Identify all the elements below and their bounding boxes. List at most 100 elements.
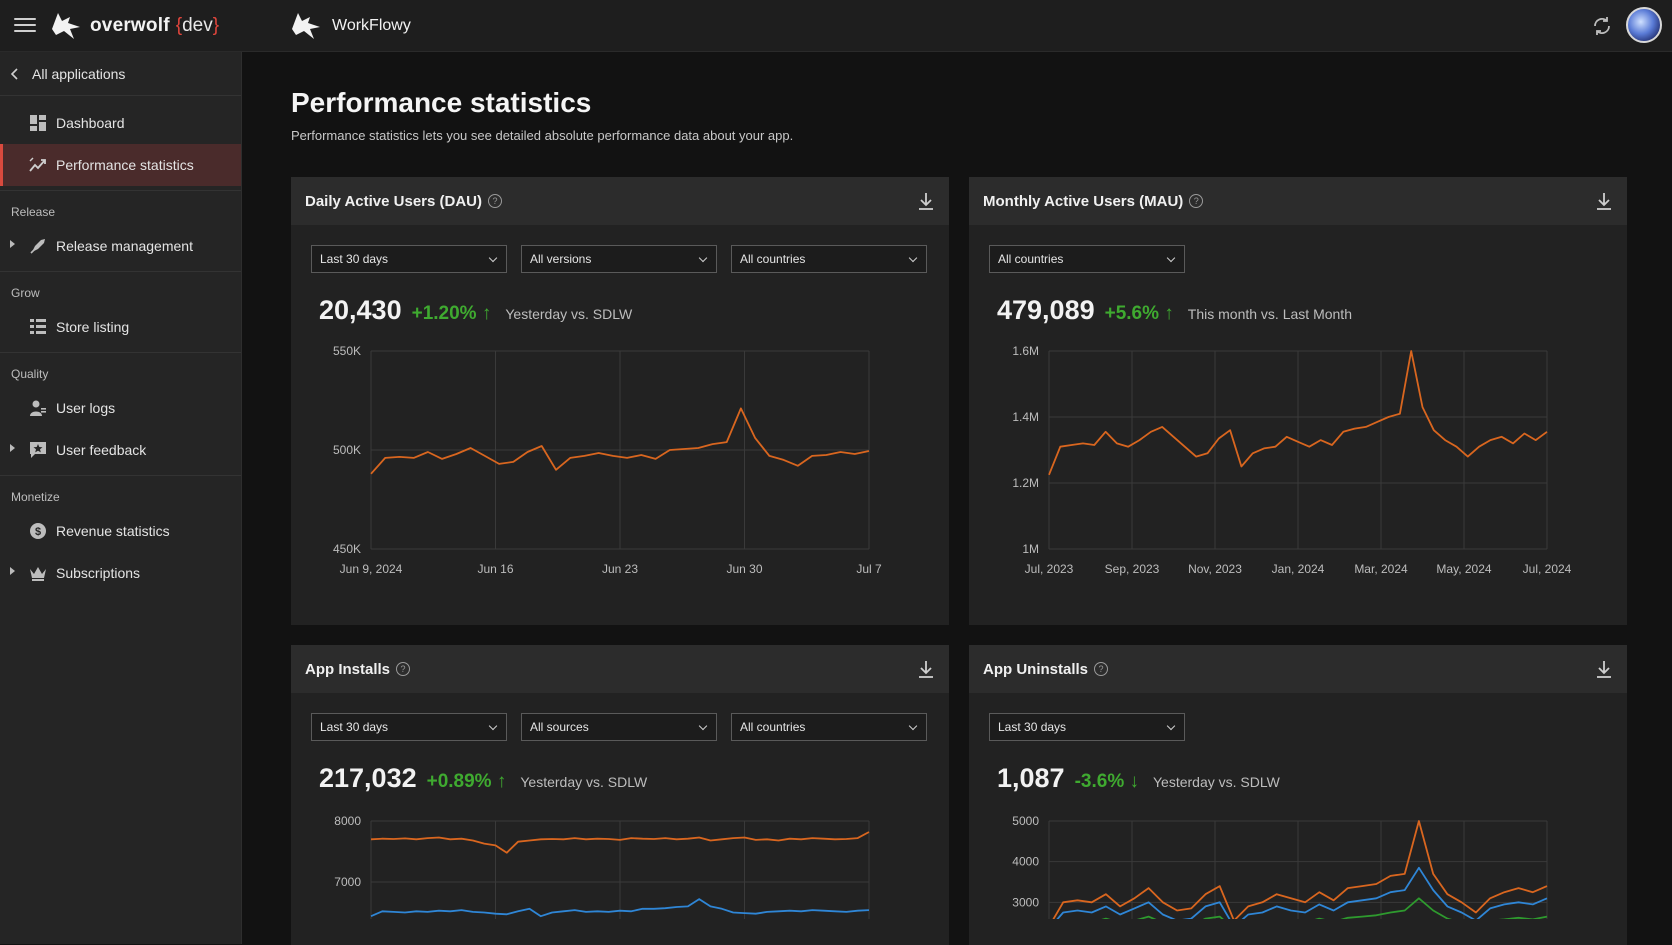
kpi-row: 1,087 -3.6% ↓ Yesterday vs. SDLW <box>969 741 1627 799</box>
dau-chart: 450K 500K 550K Jun 9, 2024 Jun 16 Jun 23 Jun 3… <box>333 344 882 576</box>
y-tick-label: 4000 <box>1012 855 1039 869</box>
menu-icon[interactable] <box>14 14 36 36</box>
y-tick-label: 550K <box>333 344 361 358</box>
top-bar: overwolf {dev} WorkFlowy <box>0 0 1672 52</box>
section-label-monetize: Monetize <box>11 490 60 504</box>
country-select[interactable]: All countries <box>731 245 927 273</box>
kpi-comparison: Yesterday vs. SDLW <box>520 774 648 790</box>
section-label-grow: Grow <box>11 286 40 300</box>
section-label-release: Release <box>11 205 56 219</box>
y-tick-label: 5000 <box>1012 814 1039 828</box>
kpi-delta: +1.20% ↑ <box>411 303 492 324</box>
x-tick-label: Jun 16 <box>477 562 513 576</box>
sidebar-item-subscriptions[interactable]: Subscriptions <box>0 552 241 594</box>
nav-group-monetize: Monetize $ Revenue statistics Subscripti… <box>0 476 241 598</box>
country-select[interactable]: All countries <box>731 713 927 741</box>
kpi-row: 479,089 +5.6% ↑ This month vs. Last Mont… <box>969 273 1627 331</box>
installs-chart: 600070008000 <box>334 814 870 919</box>
kpi-comparison: Yesterday vs. SDLW <box>505 306 633 322</box>
sidebar-item-user-feedback[interactable]: User feedback <box>0 429 241 471</box>
help-icon[interactable]: ? <box>396 662 411 676</box>
help-icon[interactable]: ? <box>1189 194 1204 208</box>
all-applications-link[interactable]: All applications <box>0 52 241 96</box>
sidebar-item-release-management[interactable]: Release management <box>0 225 241 267</box>
source-select[interactable]: All sources <box>521 713 717 741</box>
kpi-comparison: Yesterday vs. SDLW <box>1153 774 1280 790</box>
kpi-value: 217,032 <box>319 763 417 793</box>
kpi-value: 479,089 <box>997 295 1095 325</box>
download-icon[interactable] <box>1595 191 1613 211</box>
card-title: App Uninstalls <box>983 660 1089 678</box>
sidebar-item-store-listing[interactable]: Store listing <box>0 306 241 348</box>
sidebar-item-performance-statistics[interactable]: Performance statistics <box>0 144 241 186</box>
dashboard-icon <box>28 113 48 133</box>
y-tick-label: 1.2M <box>1012 476 1039 490</box>
page-title: Performance statistics <box>291 87 592 118</box>
sidebar-item-user-logs[interactable]: User logs <box>0 387 241 429</box>
sidebar-item-revenue-statistics[interactable]: $ Revenue statistics <box>0 510 241 552</box>
y-tick-label: 450K <box>333 542 361 556</box>
section-label-quality: Quality <box>11 367 49 381</box>
kpi-row: 20,430 +1.20% ↑ Yesterday vs. SDLW <box>291 273 949 331</box>
series-line <box>370 831 870 854</box>
y-tick-label: 3000 <box>1012 895 1039 909</box>
main-content: Performance statistics Performance stati… <box>242 52 1672 945</box>
series-line <box>1048 350 1548 476</box>
chevron-down-icon <box>1166 253 1176 263</box>
kpi-value: 20,430 <box>319 295 402 325</box>
avatar[interactable] <box>1626 7 1662 43</box>
app-name: WorkFlowy <box>332 17 411 34</box>
uninstalls-chart: 2000300040005000 <box>1012 814 1548 919</box>
series-line <box>370 898 870 918</box>
x-tick-label: Jun 9, 2024 <box>340 562 403 576</box>
card-title: Monthly Active Users (MAU) <box>983 192 1184 210</box>
download-icon[interactable] <box>917 191 935 211</box>
expand-caret-icon[interactable] <box>10 240 15 248</box>
refresh-icon[interactable] <box>1590 14 1614 38</box>
date-range-select[interactable]: Last 30 days <box>311 245 507 273</box>
date-range-select[interactable]: Last 30 days <box>311 713 507 741</box>
uninstalls-card: App Uninstalls ? Last 30 days 1,087 -3.6… <box>969 645 1627 945</box>
kpi-row: 217,032 +0.89% ↑ Yesterday vs. SDLW <box>291 741 949 799</box>
nav-group-grow: Grow Store listing <box>0 272 241 353</box>
chevron-down-icon <box>488 721 498 731</box>
brand-logo[interactable]: overwolf {dev} <box>48 6 219 46</box>
help-icon[interactable]: ? <box>1094 662 1109 676</box>
card-header: Daily Active Users (DAU) ? <box>291 177 949 225</box>
nav-group-quality: Quality User logs User feedback <box>0 353 241 476</box>
dev-badge: {dev} <box>175 15 220 36</box>
version-select[interactable]: All versions <box>521 245 717 273</box>
y-tick-label: 8000 <box>334 814 361 828</box>
dollar-icon: $ <box>28 521 48 541</box>
expand-caret-icon[interactable] <box>10 444 15 452</box>
kpi-delta: +0.89% ↑ <box>426 771 507 792</box>
country-select[interactable]: All countries <box>989 245 1185 273</box>
chevron-down-icon <box>1166 721 1176 731</box>
download-icon[interactable] <box>917 659 935 679</box>
x-tick-label: Mar, 2024 <box>1354 562 1408 576</box>
help-icon[interactable]: ? <box>488 194 503 208</box>
list-icon <box>28 317 48 337</box>
kpi-comparison: This month vs. Last Month <box>1187 306 1352 322</box>
crown-icon <box>28 563 48 583</box>
feedback-icon <box>28 440 48 460</box>
x-tick-label: Jan, 2024 <box>1272 562 1325 576</box>
expand-caret-icon[interactable] <box>10 567 15 575</box>
chevron-down-icon <box>908 721 918 731</box>
x-tick-label: Jul, 2024 <box>1523 562 1572 576</box>
page-subtitle: Performance statistics lets you see deta… <box>291 128 794 143</box>
kpi-delta: +5.6% ↑ <box>1104 303 1174 324</box>
rocket-icon <box>28 236 48 256</box>
y-tick-label: 1.6M <box>1012 344 1039 358</box>
mau-card: Monthly Active Users (MAU) ? All countri… <box>969 177 1627 625</box>
chevron-down-icon <box>698 253 708 263</box>
filter-bar: Last 30 days All versions All countries <box>291 225 949 273</box>
sidebar-item-dashboard[interactable]: Dashboard <box>0 102 241 144</box>
mau-chart: 1M 1.2M 1.4M 1.6M Jul, 2023 Sep, 2023 Nov, 202… <box>1012 344 1572 576</box>
date-range-select[interactable]: Last 30 days <box>989 713 1185 741</box>
series-line <box>1056 866 1548 919</box>
app-switcher[interactable]: WorkFlowy <box>288 6 411 46</box>
x-tick-label: Sep, 2023 <box>1105 562 1160 576</box>
download-icon[interactable] <box>1595 659 1613 679</box>
chevron-left-icon <box>10 67 18 80</box>
